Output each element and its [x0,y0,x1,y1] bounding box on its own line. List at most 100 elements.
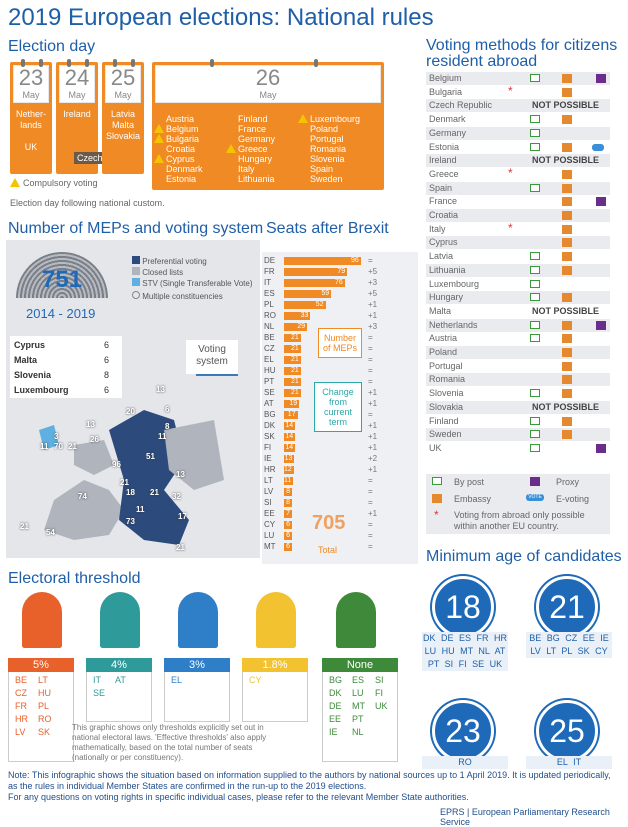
seat-country: CY [264,520,276,529]
seat-country: FI [264,443,272,452]
seat-change: +1 [368,443,378,452]
embassy-icon [562,320,572,330]
athlete-icon [178,592,218,648]
athlete-icon [100,592,140,648]
country-name: Spain [429,182,453,193]
calendar-top: 25 May [105,65,141,103]
seat-country: CZ [264,344,275,353]
seat-country: EL [264,355,274,364]
seat-country: AT [264,399,274,408]
threshold-country: BE [15,675,28,685]
asterisk-icon: * [508,83,513,98]
ring-icon [39,59,43,67]
post-icon [530,389,540,398]
seat-row: LV 8 = [264,487,414,497]
threshold-country: SI [375,675,384,685]
calendar-day: 24 [64,65,90,90]
seat-row: RO 33 +1 [264,311,414,321]
voting-row: Romania [426,373,610,387]
threshold-col: CY [249,674,262,719]
country-item: Luxembourg [298,114,360,124]
compulsory-label: Compulsory voting [23,178,98,188]
seat-change: +3 [368,322,378,331]
voting-row: Germany [426,126,610,140]
country-name: Germany [429,127,467,138]
threshold-group: 1.8% CY [242,658,308,722]
proxy-icon [596,74,606,83]
country-item: Lithuania [238,174,275,184]
map-number: 11 [158,432,167,441]
embassy-icon [562,430,572,440]
embassy-icon [562,142,572,152]
threshold-country: FI [375,688,384,698]
small-countries-box: Cyprus 6 Malta 6 Slovenia 8 Luxembourg 6 [10,336,122,398]
proxy-icon [596,320,606,330]
country-name: Croatia [429,210,459,220]
seat-row: IT 76 +3 [264,278,414,288]
map-number: 20 [126,407,135,416]
calendar-24: 24 May Ireland Czech Rep. [56,59,128,174]
footer-note-2: For any questions on voting rights in sp… [8,792,469,802]
seat-bar: 21 [284,367,301,375]
seat-row: HR 12 +1 [264,465,414,475]
map-number: 21 [120,478,129,487]
seat-bar: 13 [284,455,295,463]
country-name: Sweden [310,174,343,184]
seat-country: BE [264,333,275,342]
country-name: Belgium [429,73,462,83]
athlete-icon [22,592,62,648]
seats-total: 705 [312,512,346,534]
total-meps: 751 [42,266,83,293]
calendar-month: May [259,90,277,100]
seat-country: IE [264,454,272,463]
country-name: Bulgaria [429,86,463,97]
legend-stv: STV (Single Transferable Vote) [142,279,253,288]
seat-row: EE 7 +1 [264,509,414,519]
small-country-name: Malta [14,355,38,365]
country-item: Portugal [310,134,344,144]
threshold-country: FR [15,701,27,711]
post-icon [530,430,540,439]
seat-bar: 7 [284,510,292,518]
country-name: Bulgaria [166,134,200,144]
country-name: Finland [429,415,459,426]
asterisk-icon: * [434,508,439,522]
threshold-country: EL [171,675,183,685]
voting-row: Hungary [426,291,610,305]
asterisk-icon: * [508,165,513,180]
not-possible: NOT POSSIBLE [532,305,600,316]
seat-change: +1 [368,399,378,408]
map-number: 18 [126,488,135,497]
voting-row: Italy * [426,221,610,236]
seat-change: = [368,542,373,551]
threshold-col: BE CZ FR HR LV [15,674,28,759]
seat-bar: 6 [284,532,292,540]
seat-bar: 12 [284,466,294,474]
threshold-country: SK [38,727,51,737]
map-number: 51 [146,452,155,461]
country-name: Poland [429,347,458,357]
voting-row: Poland [426,346,610,359]
seat-country: SI [264,498,272,507]
calendar-countries: Ireland [56,109,98,120]
country-item: Estonia [166,174,196,184]
seat-bar: 33 [284,312,311,320]
seat-bar: 14 [284,422,296,430]
voting-system-label: Voting system [186,340,238,374]
age-codes: BE BG CZ EE IE LV LT PL SK CY [526,632,612,658]
country-name: Croatia [166,144,196,154]
country-name: Austria [166,114,195,124]
map-number: 21 [150,488,159,497]
map-number: 73 [126,517,135,526]
warning-icon [226,144,236,153]
legend-asterisk: Voting from abroad only possible within … [454,510,585,531]
seat-country: ES [264,289,275,298]
seat-bar: 6 [284,543,292,551]
country-name: Portugal [429,360,463,371]
seat-bar: 8 [284,488,292,496]
country-name: Lithuania [238,174,275,184]
map-number: 26 [90,435,99,444]
post-icon [432,477,442,485]
threshold-group: 4% IT SE AT [86,658,152,722]
seat-country: DK [264,421,276,430]
